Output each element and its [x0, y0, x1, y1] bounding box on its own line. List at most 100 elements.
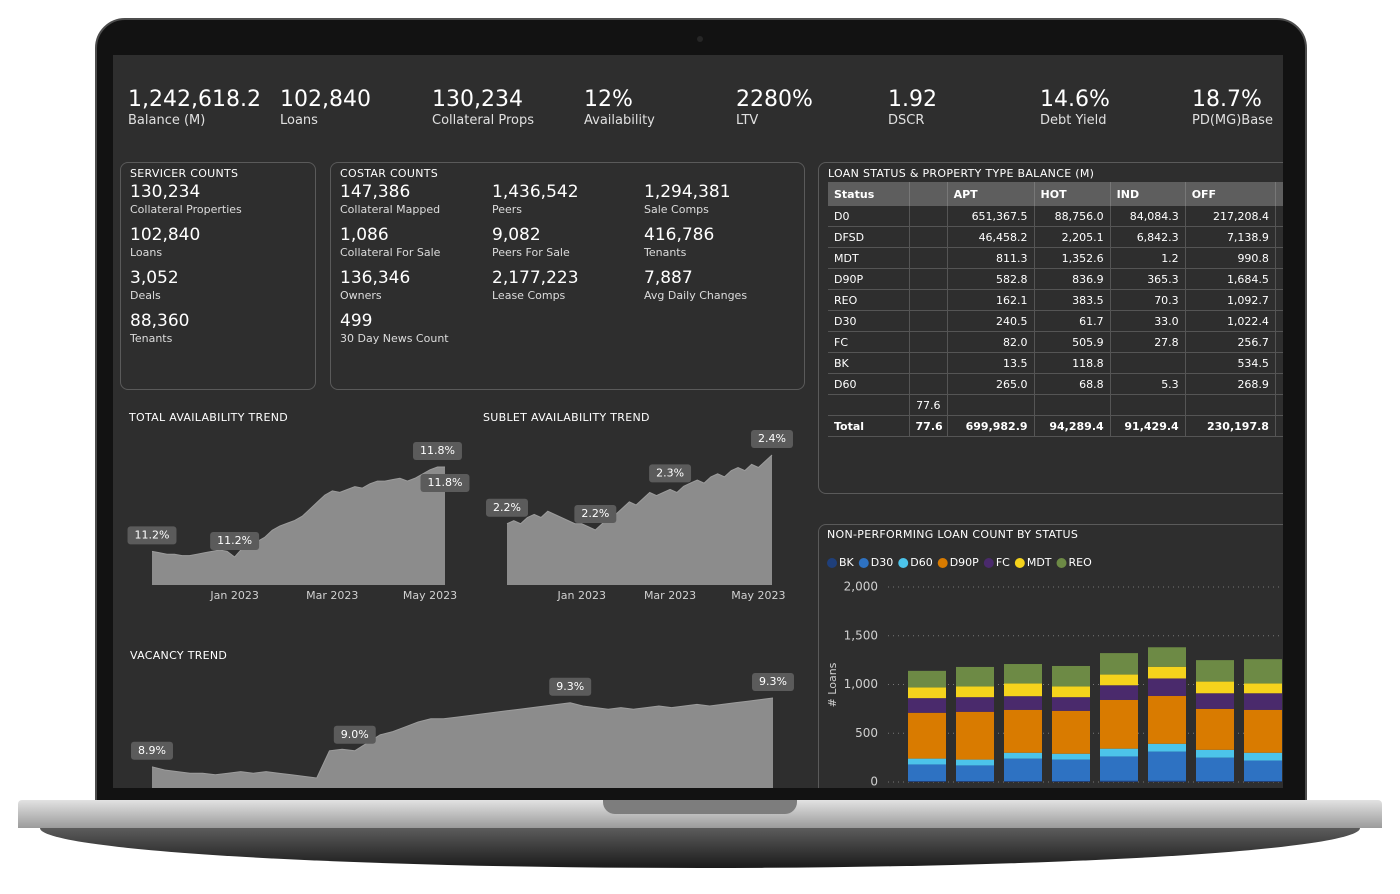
table-cell: [909, 373, 948, 395]
value-label-box: [210, 532, 260, 550]
bar-segment: [908, 687, 946, 699]
bar-segment: [1100, 748, 1138, 757]
table-cell: 318.6: [1275, 310, 1283, 332]
servicer-counts-card: SERVICER COUNTS 130,234 Collateral Proper…: [120, 162, 316, 390]
table-cell: 46,458.2: [947, 226, 1035, 248]
count-label: Tenants: [130, 332, 173, 345]
legend-label: D90P: [950, 556, 979, 569]
kpi-value: 14.6%: [1040, 87, 1110, 112]
count-value: 9,082: [492, 225, 541, 245]
y-tick-label: 2,000: [844, 580, 878, 594]
charts: TOTAL AVAILABILITY TREND Jan 2023 Mar 2023…: [127, 411, 1283, 788]
kpi-label: Balance (M): [128, 113, 206, 128]
bar-segment: [908, 670, 946, 688]
bar-segment: [1004, 709, 1042, 753]
header-cell: [909, 182, 948, 206]
table-cell: 13.5: [947, 352, 1035, 374]
kpi: 102,840 Loans: [280, 87, 371, 128]
bar-segment: [1148, 780, 1186, 782]
bar-segment: [1052, 710, 1090, 754]
table-cell: 118.8: [1034, 352, 1111, 374]
bar-segment: [1052, 697, 1090, 711]
value-label: 8.9%: [138, 744, 166, 757]
table-cell: 811.3: [947, 247, 1035, 269]
count-value: 102,840: [130, 225, 201, 245]
x-tick-label: May 2023: [403, 589, 457, 602]
kpi-label: PD(MG)Base: [1192, 113, 1273, 128]
bar-segment: [956, 781, 994, 782]
table-cell: [909, 289, 948, 311]
count-label: Tenants: [644, 246, 687, 259]
bar-segment: [1244, 781, 1282, 782]
bar-segment: [1196, 660, 1234, 682]
legend-label: REO: [1069, 556, 1093, 569]
bar-segment: [1196, 781, 1234, 782]
table-cell: [909, 310, 948, 332]
bar-segment: [1004, 664, 1042, 684]
bar-segment: [1004, 781, 1042, 782]
bar-segment: [908, 712, 946, 759]
count-label: Peers For Sale: [492, 246, 570, 259]
header-cell: HOT: [1034, 182, 1111, 206]
bar-segment: [908, 781, 946, 782]
value-label: 9.3%: [556, 680, 584, 693]
count-item: 1,086 Collateral For Sale: [340, 225, 474, 259]
kpi-value: 2280%: [736, 87, 813, 112]
table-cell: 256.7: [1185, 331, 1276, 353]
bar-segment: [1148, 666, 1186, 679]
bar-segment: [1052, 686, 1090, 698]
bar-segment: [1148, 751, 1186, 781]
count-item: 88,360 Tenants: [130, 311, 306, 345]
value-label: 11.2%: [217, 534, 252, 547]
screen: SERVICER COUNTS 130,234 Collateral Proper…: [113, 55, 1283, 788]
loan-table: Status APTHOTINDOFFRET D0 651,367.588,756.0…: [828, 182, 1283, 437]
kpi-label: LTV: [736, 113, 759, 128]
value-label: 11.8%: [420, 444, 455, 457]
value-label-box: [752, 673, 794, 691]
y-tick-label: 500: [855, 726, 878, 740]
kpi-label: Debt Yield: [1040, 113, 1107, 128]
area-fill: [152, 698, 773, 788]
table-cell: [909, 206, 948, 227]
count-value: 130,234: [130, 182, 201, 202]
bar-segment: [1244, 659, 1282, 684]
bar-segment: [1100, 756, 1138, 781]
count-value: 1,294,381: [644, 182, 731, 202]
table-cell: D90P: [828, 268, 910, 290]
header-cell: RET: [1275, 182, 1283, 206]
table-cell: 115,842.1: [1275, 206, 1283, 227]
x-tick-label: Jan 2023: [209, 589, 258, 602]
laptop-bottom: [40, 828, 1360, 868]
table-cell: 836.9: [1034, 268, 1111, 290]
table-cell: 1,092.7: [1185, 289, 1276, 311]
value-label-box: [574, 505, 617, 523]
table-cell: 268.9: [1185, 373, 1276, 395]
area-line: [506, 454, 773, 531]
count-label: Collateral Mapped: [340, 203, 441, 216]
bar-segment: [1004, 696, 1042, 710]
y-tick-label: 1,500: [844, 628, 878, 642]
table-cell: 990.8: [1185, 247, 1276, 269]
count-item: 136,346 Owners: [340, 268, 474, 302]
bar-segment: [1052, 759, 1090, 782]
card-title: SERVICER COUNTS: [130, 167, 239, 180]
header-cell: APT: [947, 182, 1035, 206]
bar-segment: [1148, 696, 1186, 744]
count-label: Loans: [130, 246, 163, 259]
legend-marker: [827, 558, 837, 568]
count-label: Avg Daily Changes: [644, 289, 748, 302]
bar-segment: [956, 686, 994, 698]
costar-counts-card: COSTAR COUNTS 147,386 Collateral Mapped 1,…: [330, 162, 805, 390]
kpi-label: Loans: [280, 113, 318, 128]
kpi-label: DSCR: [888, 113, 925, 128]
kpi-label: Collateral Props: [432, 113, 535, 128]
value-label: 11.8%: [428, 476, 463, 489]
value-label: 2.4%: [758, 432, 786, 445]
x-tick-label: Mar 2023: [306, 589, 358, 602]
bar-segment: [956, 759, 994, 766]
bar-segment: [908, 758, 946, 765]
bar-segment: [956, 697, 994, 712]
table-cell: 1,022.4: [1185, 310, 1276, 332]
